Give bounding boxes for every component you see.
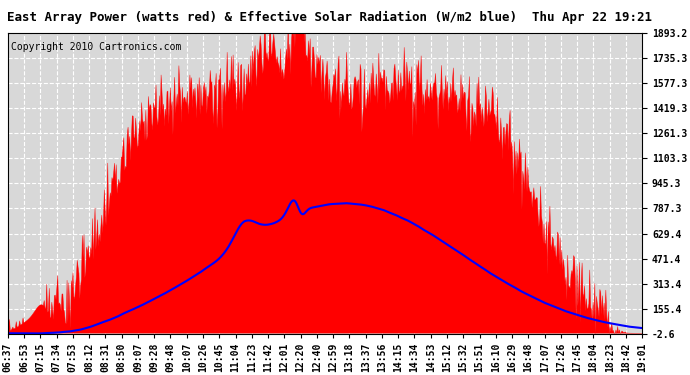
Text: East Array Power (watts red) & Effective Solar Radiation (W/m2 blue)  Thu Apr 22: East Array Power (watts red) & Effective… <box>7 11 652 24</box>
Text: Copyright 2010 Cartronics.com: Copyright 2010 Cartronics.com <box>11 42 181 52</box>
